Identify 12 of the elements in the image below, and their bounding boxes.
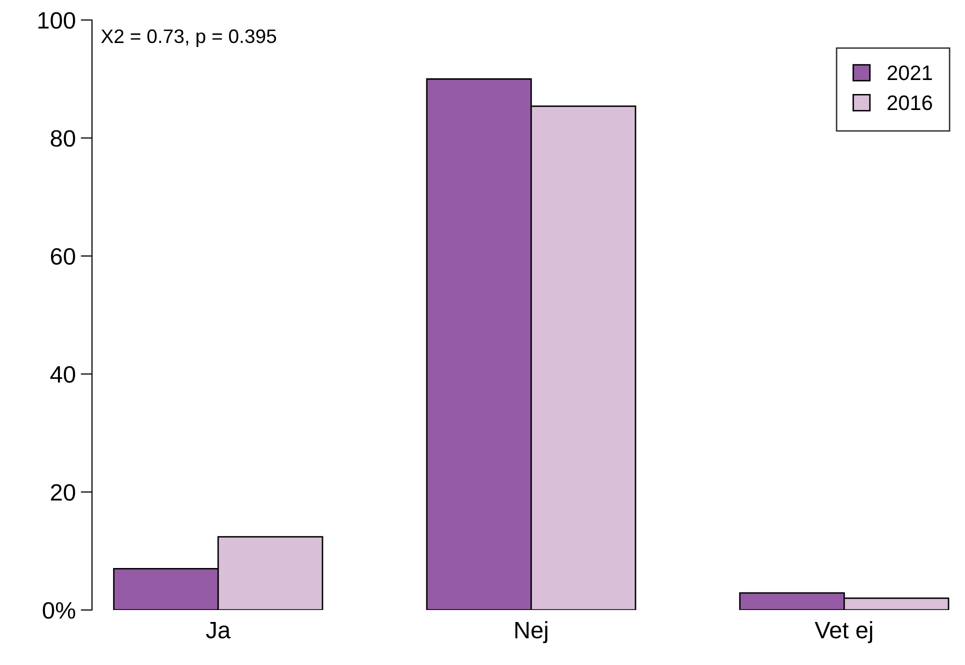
y-tick-label: 60 (50, 248, 76, 265)
y-tick-label: 20 (50, 484, 76, 501)
y-tick-label: 80 (50, 130, 76, 147)
legend-label: 2016 (888, 95, 932, 110)
y-tick-label: 100 (38, 12, 76, 29)
x-tick-label: Vet ej (814, 621, 872, 644)
y-tick-label: 0% (42, 602, 76, 619)
y-tick-label: 40 (50, 366, 76, 383)
annotation: X2 = 0.73, p = 0.395 (101, 29, 276, 47)
x-tick-label: Ja (206, 622, 231, 638)
x-tick-label: Nej (515, 621, 548, 644)
legend-label: 2021 (888, 65, 932, 80)
